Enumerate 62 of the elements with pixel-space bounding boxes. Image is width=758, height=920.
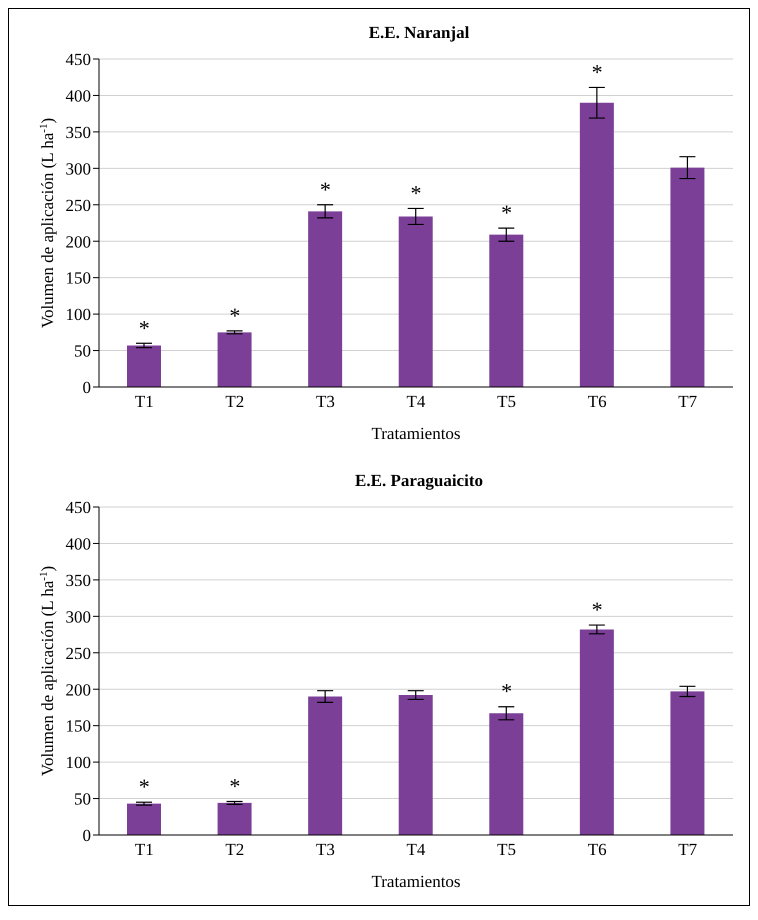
y-tick-label: 0 [82, 378, 91, 398]
bar [127, 804, 161, 835]
x-tick-label: T4 [406, 840, 426, 860]
y-tick-label: 200 [66, 232, 91, 252]
annotation: * [229, 773, 240, 798]
annotation: * [138, 774, 150, 800]
x-tick-label: T6 [588, 392, 607, 412]
x-tick-label: T2 [225, 392, 244, 412]
bar [308, 696, 342, 835]
bar [489, 713, 524, 835]
bar [670, 168, 704, 387]
y-tick-label: 50 [74, 342, 91, 361]
annotation: * [138, 315, 150, 340]
y-tick-label: 450 [66, 498, 91, 518]
y-tick-label: 300 [66, 159, 91, 178]
annotation: * [320, 176, 331, 202]
y-tick-label: 100 [66, 305, 91, 324]
x-tick-label: T6 [588, 840, 607, 860]
y-tick-label: 400 [66, 86, 91, 106]
y-tick-label: 400 [66, 534, 91, 554]
x-tick-label: T7 [678, 840, 698, 860]
x-axis-title: Tratamientos [371, 872, 461, 891]
y-tick-label: 350 [66, 122, 91, 142]
annotation: * [229, 302, 240, 328]
bar [580, 102, 614, 387]
bar [218, 802, 252, 835]
annotation: * [592, 597, 603, 622]
y-tick-label: 200 [66, 680, 91, 700]
bar [398, 695, 433, 835]
y-tick-label: 150 [66, 268, 91, 288]
x-axis-title: Tratamientos [371, 424, 461, 443]
bar [398, 216, 433, 387]
annotation: * [592, 59, 603, 84]
chart-title: E.E. Naranjal [368, 22, 470, 44]
bar [489, 234, 524, 387]
x-tick-label: T2 [225, 840, 244, 860]
x-tick-label: T5 [497, 392, 516, 412]
bar [580, 629, 614, 835]
y-tick-label: 450 [66, 50, 91, 70]
x-tick-label: T7 [678, 392, 698, 412]
y-tick-label: 350 [66, 570, 91, 590]
y-tick-label: 150 [66, 716, 91, 736]
x-tick-label: T3 [316, 392, 335, 412]
y-tick-label: 250 [66, 644, 91, 663]
y-tick-label: 250 [66, 196, 91, 215]
x-tick-label: T5 [497, 840, 516, 860]
y-tick-label: 300 [66, 607, 91, 626]
x-tick-label: T4 [406, 392, 426, 412]
annotation: * [501, 678, 512, 704]
chart-title: E.E. Paraguaicito [354, 470, 484, 492]
bar [127, 345, 161, 387]
bar [670, 691, 704, 835]
y-tick-label: 100 [66, 753, 91, 772]
x-tick-label: T3 [316, 840, 335, 860]
bar [308, 211, 342, 387]
y-tick-label: 0 [82, 826, 91, 846]
x-tick-label: T1 [134, 840, 154, 860]
annotation: * [410, 180, 422, 206]
y-tick-label: 50 [74, 790, 91, 809]
bar [218, 332, 252, 387]
x-tick-label: T1 [134, 392, 154, 412]
annotation: * [501, 200, 512, 226]
